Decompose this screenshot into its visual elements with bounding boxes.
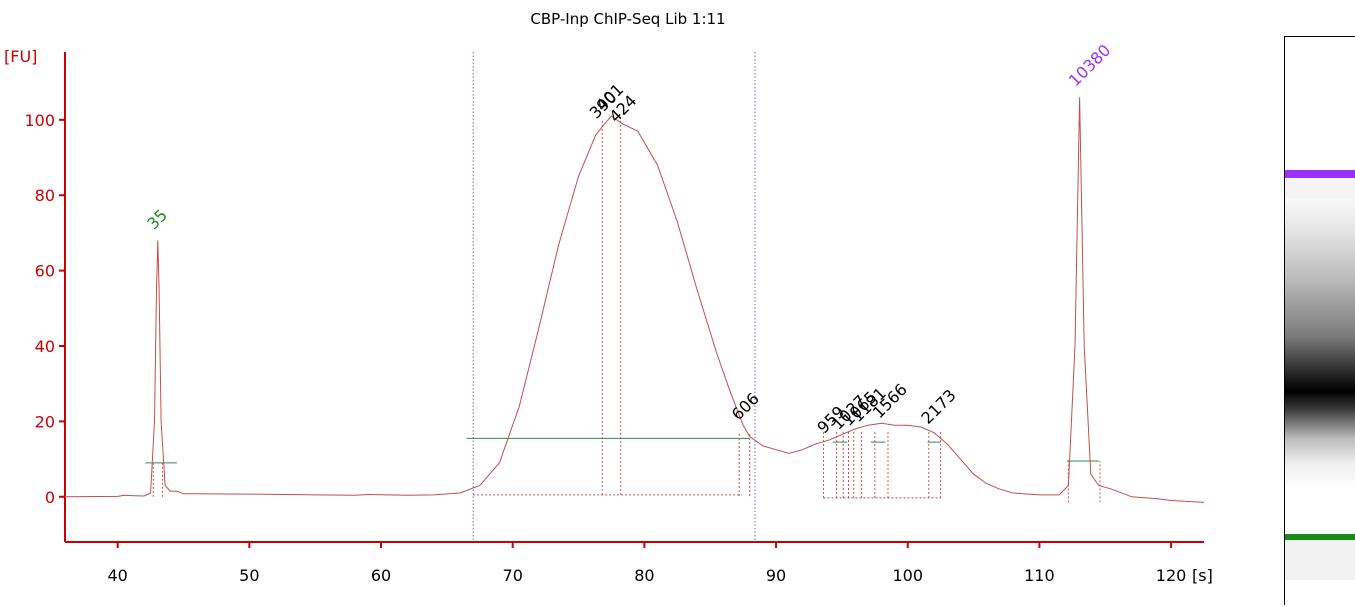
x-tick-label: 40 xyxy=(107,566,127,585)
gel-smear xyxy=(1285,187,1355,487)
electropherogram-trace xyxy=(64,97,1205,503)
x-tick-label: 100 xyxy=(892,566,923,585)
y-tick-label: 80 xyxy=(35,186,55,205)
chart-title: CBP-Inp ChIP-Seq Lib 1:11 xyxy=(530,10,725,28)
x-tick-label: 90 xyxy=(766,566,786,585)
marker-label: 10380 xyxy=(1065,41,1114,90)
peak-label: 2173 xyxy=(917,386,959,428)
y-tick-label: 60 xyxy=(35,262,55,281)
gel-lane xyxy=(1284,36,1355,605)
x-tick-label: 80 xyxy=(634,566,654,585)
x-tick-label: 110 xyxy=(1024,566,1055,585)
y-tick-label: 0 xyxy=(45,488,55,507)
gel-top-region xyxy=(1285,178,1355,198)
peak-label: 606 xyxy=(728,389,763,424)
x-axis-unit-label: [s] xyxy=(1192,566,1213,585)
gel-lane-image xyxy=(1285,37,1355,605)
electropherogram-chart: CBP-Inp ChIP-Seq Lib 1:11 [FU] [s] 0 20 40… xyxy=(4,10,1213,585)
x-tick-label: 60 xyxy=(371,566,391,585)
y-axis-unit-label: [FU] xyxy=(4,47,37,66)
gel-upper-marker-band xyxy=(1285,170,1355,178)
x-tick-label: 120 xyxy=(1156,566,1187,585)
x-tick-label: 50 xyxy=(239,566,259,585)
y-tick-label: 40 xyxy=(35,337,55,356)
gel-lower-marker-band xyxy=(1285,534,1355,540)
gel-bottom-region xyxy=(1285,540,1355,580)
x-tick-label: 70 xyxy=(503,566,523,585)
y-tick-label: 20 xyxy=(35,412,55,431)
plot-area: 0 20 40 60 80 100 40 50 60 70 80 90 100 110 120 35 10380… xyxy=(24,41,1205,585)
marker-label: 35 xyxy=(143,205,171,233)
y-tick-label: 100 xyxy=(24,111,55,130)
